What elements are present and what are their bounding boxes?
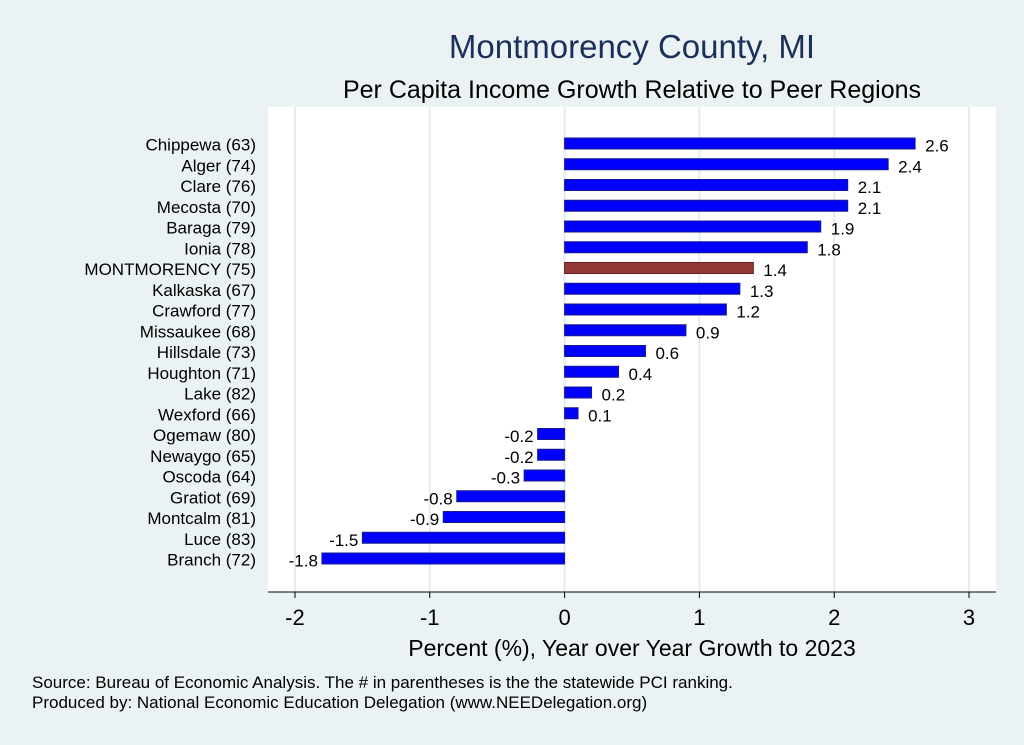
category-label: MONTMORENCY (75) [84, 260, 256, 279]
category-label: Lake (82) [184, 385, 256, 404]
value-label: 1.4 [763, 261, 787, 280]
x-tick-label: 0 [558, 605, 570, 630]
chart-subtitle: Per Capita Income Growth Relative to Pee… [343, 76, 921, 104]
x-axis-ticks: -2 -1 0 1 2 3 [285, 592, 975, 630]
bar [361, 531, 566, 544]
value-label: -0.3 [491, 469, 520, 488]
bar [564, 179, 849, 191]
value-label: -0.8 [423, 489, 452, 508]
x-tick-label: 3 [963, 605, 975, 630]
footer-produced-by: Produced by: National Economic Education… [32, 693, 647, 712]
category-label: Ogemaw (80) [153, 426, 256, 445]
footer-source: Source: Bureau of Economic Analysis. The… [32, 673, 733, 692]
value-label: 1.9 [831, 220, 855, 239]
value-label: 0.2 [602, 386, 626, 405]
x-tick-label: -2 [285, 605, 305, 630]
value-label: 1.8 [817, 240, 841, 259]
value-label: 1.2 [736, 303, 760, 322]
category-label: Oscoda (64) [162, 468, 256, 487]
category-label: Kalkaska (67) [152, 281, 256, 300]
category-label: Ionia (78) [184, 239, 256, 258]
bar [564, 365, 620, 378]
value-label: -0.2 [504, 427, 533, 446]
bar [537, 428, 566, 440]
x-tick-label: 1 [693, 605, 705, 630]
category-label: Hillsdale (73) [157, 343, 256, 362]
category-label: Houghton (71) [147, 364, 256, 383]
value-label: -0.9 [410, 510, 439, 529]
value-label: 0.9 [696, 323, 720, 342]
category-label: Baraga (79) [166, 219, 256, 238]
category-label: Wexford (66) [158, 405, 256, 424]
category-label: Chippewa (63) [145, 136, 256, 155]
category-label: Mecosta (70) [157, 198, 256, 217]
category-label: Alger (74) [181, 156, 256, 175]
bar [564, 324, 687, 337]
x-axis-label: Percent (%), Year over Year Growth to 20… [408, 635, 856, 661]
bar [523, 469, 566, 482]
value-label: 2.1 [858, 199, 882, 218]
bar [537, 448, 566, 461]
bar [321, 552, 566, 565]
category-label: Missaukee (68) [140, 322, 256, 341]
category-label: Clare (76) [180, 177, 256, 196]
value-label: -1.5 [329, 531, 358, 550]
category-label: Gratiot (69) [170, 488, 256, 507]
bar [564, 386, 593, 399]
bar [564, 199, 849, 212]
value-label: 2.6 [925, 137, 949, 156]
chart-title: Montmorency County, MI [449, 28, 815, 65]
value-label: 2.4 [898, 157, 922, 176]
category-labels: Chippewa (63)Alger (74) Clare (76) Mecosta… [84, 136, 256, 570]
bar-highlight [564, 262, 754, 274]
bar [564, 303, 727, 316]
bar [564, 158, 889, 171]
category-label: Luce (83) [184, 530, 256, 549]
category-label: Branch (72) [167, 551, 256, 570]
bar [564, 282, 741, 295]
category-label: Crawford (77) [152, 302, 256, 321]
x-tick-label: -1 [420, 605, 440, 630]
value-labels: 2.62.42.12.11.91.81.41.31.20.90.60.40.20… [289, 137, 949, 571]
value-label: 1.3 [750, 282, 774, 301]
value-label: 2.1 [858, 178, 882, 197]
value-label: -1.8 [289, 552, 318, 571]
x-tick-label: 2 [828, 605, 840, 630]
bars [321, 137, 916, 565]
value-label: 0.1 [588, 406, 612, 425]
bar [564, 407, 579, 420]
category-label: Montcalm (81) [147, 509, 256, 528]
category-label: Newaygo (65) [150, 447, 256, 466]
bar [442, 511, 566, 523]
bar [564, 220, 822, 233]
value-label: 0.4 [629, 365, 653, 384]
value-label: 0.6 [655, 344, 679, 363]
bar [456, 490, 566, 503]
bar [564, 137, 916, 150]
bar [564, 241, 808, 254]
bar [564, 345, 646, 357]
value-label: -0.2 [504, 448, 533, 467]
